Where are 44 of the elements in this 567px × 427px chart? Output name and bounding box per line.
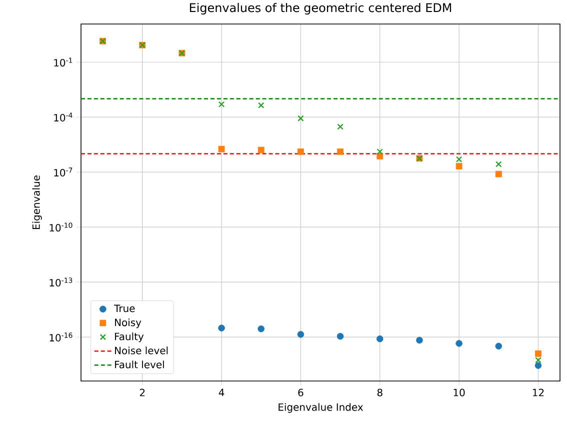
y-tick-label: 10$^{-1}$	[54, 58, 72, 67]
point	[218, 146, 225, 152]
y-tick-label: 10$^{-7}$	[54, 168, 72, 177]
point	[218, 101, 225, 108]
x-tick-label: 2	[140, 388, 145, 396]
chart-title: Eigenvalues of the geometric centered EDM	[190, 2, 452, 15]
point	[535, 350, 542, 357]
x-axis-title: Eigenvalue Index	[278, 403, 364, 413]
legend-label: Fault level	[115, 360, 164, 368]
point	[456, 162, 462, 170]
point	[218, 324, 225, 332]
legend-label: True	[114, 304, 135, 312]
y-axis-title: Eigenvalue	[32, 175, 42, 230]
x-tick-label: 4	[218, 388, 224, 396]
legend-label: Noisy	[115, 318, 142, 328]
point	[258, 325, 265, 332]
point	[376, 148, 384, 155]
y-tick-label: 10$^{-10}$	[50, 222, 72, 232]
point	[336, 332, 344, 340]
x-tick-label: 10	[454, 388, 465, 396]
point	[534, 362, 542, 369]
legend-label: Faulty	[115, 332, 144, 342]
y-tick-label: 10$^{-13}$	[50, 278, 72, 287]
point	[416, 336, 423, 344]
point	[337, 124, 344, 130]
point	[535, 357, 542, 364]
point	[298, 115, 304, 122]
x-tick-label: 12	[532, 388, 544, 396]
point	[496, 161, 502, 168]
point	[298, 148, 304, 155]
legend-label: Noise level	[115, 346, 168, 354]
point	[376, 335, 384, 342]
point	[456, 156, 462, 162]
point	[258, 102, 264, 108]
point	[495, 170, 502, 178]
point	[337, 148, 344, 155]
x-tick-label: 8	[377, 388, 382, 396]
x-tick-label: 6	[298, 388, 304, 396]
y-tick-label: 10$^{-16}$	[50, 332, 72, 342]
point	[495, 342, 502, 350]
point	[297, 330, 304, 338]
point	[456, 340, 462, 347]
y-tick-label: 10$^{-4}$	[54, 112, 72, 122]
point	[258, 146, 264, 154]
